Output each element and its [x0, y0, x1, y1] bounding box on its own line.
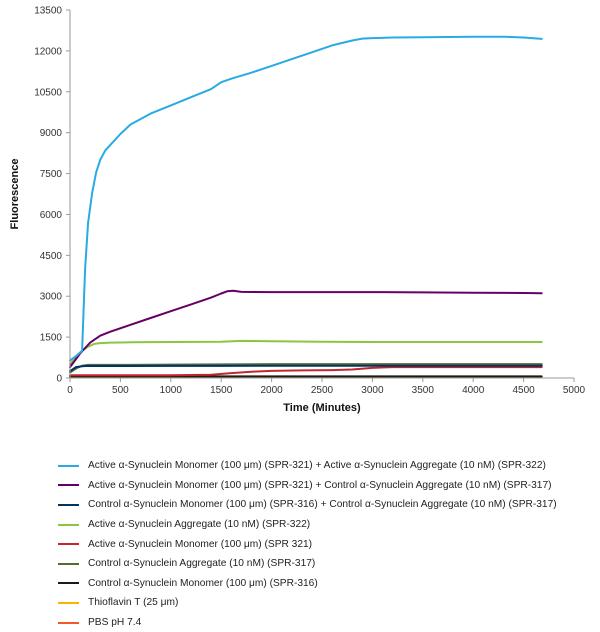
- y-tick-label: 1500: [40, 333, 63, 344]
- x-axis-title: Time (Minutes): [283, 402, 361, 414]
- legend-item: Active α-Synuclein Aggregate (10 nM) (SP…: [58, 515, 598, 535]
- legend-swatch: [58, 543, 79, 546]
- axes: [66, 9, 575, 382]
- legend-swatch: [58, 484, 79, 487]
- legend-label: Control α-Synuclein Monomer (100 μm) (SP…: [88, 499, 557, 511]
- y-tick-label: 6000: [40, 210, 63, 221]
- series-line-3: [69, 364, 543, 373]
- x-tick-label: 3500: [412, 385, 435, 396]
- series-line-5: [69, 366, 543, 377]
- legend-swatch: [58, 582, 79, 585]
- legend-swatch: [58, 523, 79, 526]
- y-axis-title: Fluorescence: [9, 159, 21, 230]
- legend-swatch: [58, 464, 79, 467]
- legend-swatch: [58, 503, 79, 506]
- legend-label: Thioflavin T (25 μm): [88, 597, 179, 609]
- x-tick-label: 1000: [160, 385, 183, 396]
- legend-label: Active α-Synuclein Monomer (100 μm) (SPR…: [88, 479, 552, 491]
- legend-item: Active α-Synuclein Monomer (100 μm) (SPR…: [58, 534, 598, 554]
- x-tick-label: 0: [67, 385, 73, 396]
- y-tick-label: 9000: [40, 128, 63, 139]
- legend-item: Control α-Synuclein Monomer (100 μm) (SP…: [58, 495, 598, 515]
- chart-legend: Active α-Synuclein Monomer (100 μm) (SPR…: [58, 456, 598, 632]
- legend-label: Active α-Synuclein Monomer (100 μm) (SPR…: [88, 538, 313, 550]
- y-tick-label: 4500: [40, 251, 63, 262]
- x-tick-label: 3000: [361, 385, 384, 396]
- x-tick-label: 1500: [210, 385, 233, 396]
- x-tick-label: 5000: [563, 385, 586, 396]
- y-tick-label: 10500: [34, 87, 62, 98]
- legend-swatch: [58, 621, 79, 624]
- y-tick-label: 0: [56, 374, 62, 385]
- legend-label: Active α-Synuclein Aggregate (10 nM) (SP…: [88, 519, 311, 531]
- y-tick-label: 12000: [34, 46, 62, 57]
- legend-item: Thioflavin T (25 μm): [58, 593, 598, 613]
- series-line-2: [69, 289, 543, 369]
- legend-swatch: [58, 601, 79, 604]
- x-tick-label: 2500: [311, 385, 334, 396]
- legend-item: Control α-Synuclein Aggregate (10 nM) (S…: [58, 554, 598, 574]
- legend-label: PBS pH 7.4: [88, 617, 142, 629]
- legend-swatch: [58, 562, 79, 565]
- legend-label: Control α-Synuclein Aggregate (10 nM) (S…: [88, 558, 316, 570]
- x-tick-label: 500: [112, 385, 129, 396]
- series-lines: [69, 35, 543, 379]
- legend-label: Control α-Synuclein Monomer (100 μm) (SP…: [88, 577, 318, 589]
- legend-item: Active α-Synuclein Monomer (100 μm) (SPR…: [58, 476, 598, 496]
- legend-label: Active α-Synuclein Monomer (100 μm) (SPR…: [88, 460, 546, 472]
- y-tick-labels: 0 1500 3000 4500 6000 7500 9000 10500 12000 13500: [34, 6, 62, 385]
- y-tick-label: 13500: [34, 6, 62, 17]
- series-line-4: [69, 339, 543, 366]
- legend-item: Control α-Synuclein Monomer (100 μm) (SP…: [58, 574, 598, 594]
- series-line-1: [69, 35, 543, 362]
- y-tick-label: 7500: [40, 169, 63, 180]
- x-tick-label: 2000: [260, 385, 283, 396]
- line-chart: 0 500 1000 1500 2000 2500 3000 3500 4000 4500 5000…: [9, 6, 586, 415]
- x-tick-labels: 0 500 1000 1500 2000 2500 3000 3500 4000 4500 5000: [67, 385, 585, 396]
- y-tick-label: 3000: [40, 292, 63, 303]
- legend-item: PBS pH 7.4: [58, 613, 598, 632]
- x-tick-label: 4000: [462, 385, 485, 396]
- legend-item: Active α-Synuclein Monomer (100 μm) (SPR…: [58, 456, 598, 476]
- x-tick-label: 4500: [512, 385, 535, 396]
